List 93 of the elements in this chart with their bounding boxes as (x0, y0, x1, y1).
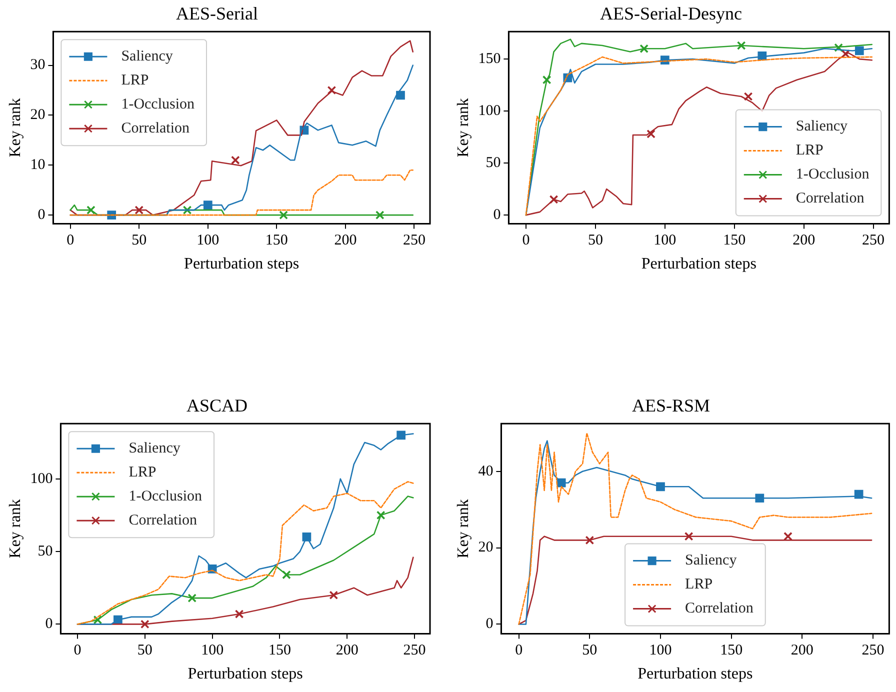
y-tick-label: 0 (38, 207, 46, 223)
y-tick-label: 20 (478, 540, 494, 556)
y-tick-label: 10 (30, 157, 46, 174)
point (182, 206, 192, 215)
x-tick-label: 50 (132, 232, 147, 249)
point (234, 610, 244, 618)
point (230, 156, 240, 165)
x-tick-label: 200 (334, 232, 357, 249)
point (640, 44, 649, 54)
y-tick-label: 0 (493, 207, 501, 223)
point (188, 594, 197, 602)
point (203, 200, 212, 210)
x-axis-title: Perturbation steps (638, 666, 753, 683)
x-tick-label: 0 (522, 232, 530, 249)
point (327, 86, 336, 95)
legend-label: Saliency (796, 118, 848, 135)
x-tick-label: 200 (790, 642, 814, 659)
y-axis-title: Key rank (6, 499, 24, 558)
point (841, 49, 850, 58)
x-tick-label: 50 (588, 232, 603, 249)
x-tick-label: 0 (515, 642, 523, 659)
x-tick-label: 250 (403, 232, 426, 249)
x-tick-label: 150 (723, 232, 746, 249)
x-tick-label: 100 (201, 642, 224, 659)
legend-label: Correlation (685, 600, 754, 617)
y-axis-title: Key rank (454, 499, 472, 558)
y-tick-label: 150 (478, 50, 501, 67)
legend-label: Saliency (685, 552, 738, 569)
legend-label: Saliency (121, 48, 174, 65)
point (834, 43, 843, 52)
y-tick-label: 0 (486, 616, 494, 632)
point (329, 590, 338, 600)
chart-title: AES-Serial-Desync (600, 4, 742, 24)
point (684, 532, 694, 541)
point (549, 195, 558, 204)
legend-label: 1-Occlusion (128, 488, 203, 505)
x-tick-label: 150 (265, 232, 288, 249)
chart-title: ASCAD (186, 396, 248, 416)
x-tick-label: 150 (720, 642, 743, 659)
x-tick-label: 50 (582, 642, 598, 659)
y-axis-title: Key rank (454, 98, 472, 158)
point (736, 41, 746, 50)
point (86, 206, 96, 215)
point (656, 482, 665, 492)
y-tick-label: 100 (30, 470, 53, 487)
legend-label: Correlation (796, 190, 865, 207)
y-tick-label: 100 (478, 102, 501, 119)
x-axis-title: Perturbation steps (188, 666, 303, 683)
chart-title: AES-Serial (176, 4, 258, 24)
point (646, 130, 656, 138)
point (279, 210, 288, 220)
legend-label: 1-Occlusion (796, 166, 870, 183)
x-tick-label: 100 (654, 232, 676, 249)
y-tick-label: 20 (30, 107, 46, 124)
x-tick-label: 250 (862, 642, 884, 659)
x-tick-label: 100 (649, 642, 672, 659)
point (93, 615, 102, 624)
legend-label: LRP (121, 72, 149, 89)
x-axis-title: Perturbation steps (184, 256, 300, 273)
y-tick-label: 50 (486, 155, 501, 171)
x-tick-label: 200 (336, 642, 358, 659)
legend-label: LRP (128, 464, 156, 481)
legend-label: LRP (685, 576, 713, 593)
y-tick-label: 0 (45, 616, 53, 632)
x-tick-label: 150 (268, 642, 291, 659)
point (140, 620, 150, 629)
legend-label: Correlation (128, 512, 198, 529)
point (375, 210, 384, 220)
x-tick-label: 0 (66, 232, 74, 249)
x-tick-label: 250 (403, 642, 426, 659)
x-tick-label: 250 (862, 232, 885, 249)
x-tick-label: 0 (74, 642, 82, 659)
point (134, 206, 144, 215)
x-tick-label: 100 (196, 232, 220, 249)
x-tick-label: 200 (792, 232, 816, 249)
legend-label: Correlation (121, 120, 190, 137)
chart-title: AES-RSM (632, 396, 710, 416)
point (376, 510, 386, 520)
point (396, 90, 405, 100)
legend-label: LRP (796, 142, 824, 159)
point (744, 92, 753, 101)
x-axis-title: Perturbation steps (641, 256, 756, 273)
point (282, 570, 291, 580)
point (585, 536, 594, 545)
y-tick-label: 30 (30, 57, 46, 74)
y-axis-title: Key rank (6, 98, 24, 158)
x-tick-label: 50 (137, 642, 152, 659)
point (542, 75, 552, 84)
line-series (70, 169, 414, 216)
y-tick-label: 50 (38, 543, 53, 560)
legend-label: 1-Occlusion (121, 96, 196, 113)
y-tick-label: 40 (478, 463, 494, 480)
legend-label: Saliency (128, 440, 181, 457)
